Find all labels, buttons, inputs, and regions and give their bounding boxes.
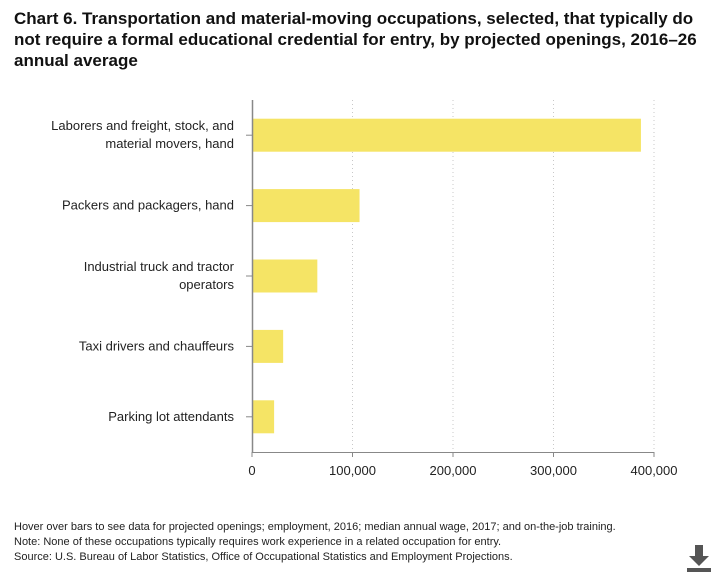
chart-title: Chart 6. Transportation and material-mov…	[14, 9, 697, 70]
gridlines	[352, 100, 655, 452]
bar-1[interactable]	[253, 189, 360, 223]
category-label-0: Laborers and freight, stock, and material…	[51, 118, 234, 151]
category-label-4: Parking lot attendants	[108, 409, 234, 424]
category-label-line: Parking lot attendants	[108, 409, 234, 424]
category-label-line: Taxi drivers and chauffeurs	[79, 338, 235, 353]
bar-4[interactable]	[253, 400, 275, 434]
category-label-3: Taxi drivers and chauffeurs	[79, 338, 235, 353]
download-icon	[687, 545, 711, 572]
tick-labels: 0 100,000 200,000 300,000 400,000	[248, 463, 677, 478]
x-tick-label-3: 300,000	[530, 463, 577, 478]
category-label-line: material movers, hand	[105, 136, 234, 151]
hover-note: Hover over bars to see data for projecte…	[14, 521, 616, 533]
chart-notes: Hover over bars to see data for projecte…	[14, 520, 714, 565]
bar-0[interactable]	[253, 118, 641, 152]
x-tick-label-1: 100,000	[329, 463, 376, 478]
x-tick-label-2: 200,000	[430, 463, 477, 478]
bars	[253, 118, 641, 434]
category-label-line: Industrial truck and tractor	[84, 259, 235, 274]
bar-2[interactable]	[253, 259, 318, 293]
download-button[interactable]	[686, 544, 712, 572]
category-labels: Laborers and freight, stock, and material…	[51, 118, 235, 424]
footnote: Note: None of these occupations typicall…	[14, 536, 502, 548]
category-label-1: Packers and packagers, hand	[62, 198, 234, 213]
axes	[246, 100, 655, 457]
x-tick-label-0: 0	[248, 463, 255, 478]
category-label-2: Industrial truck and tractor operators	[84, 259, 235, 292]
category-label-line: Laborers and freight, stock, and	[51, 118, 234, 133]
bar-3[interactable]	[253, 329, 284, 363]
x-tick-label-4: 400,000	[631, 463, 678, 478]
source-note: Source: U.S. Bureau of Labor Statistics,…	[14, 551, 513, 563]
category-label-line: operators	[179, 277, 234, 292]
category-label-line: Packers and packagers, hand	[62, 198, 234, 213]
